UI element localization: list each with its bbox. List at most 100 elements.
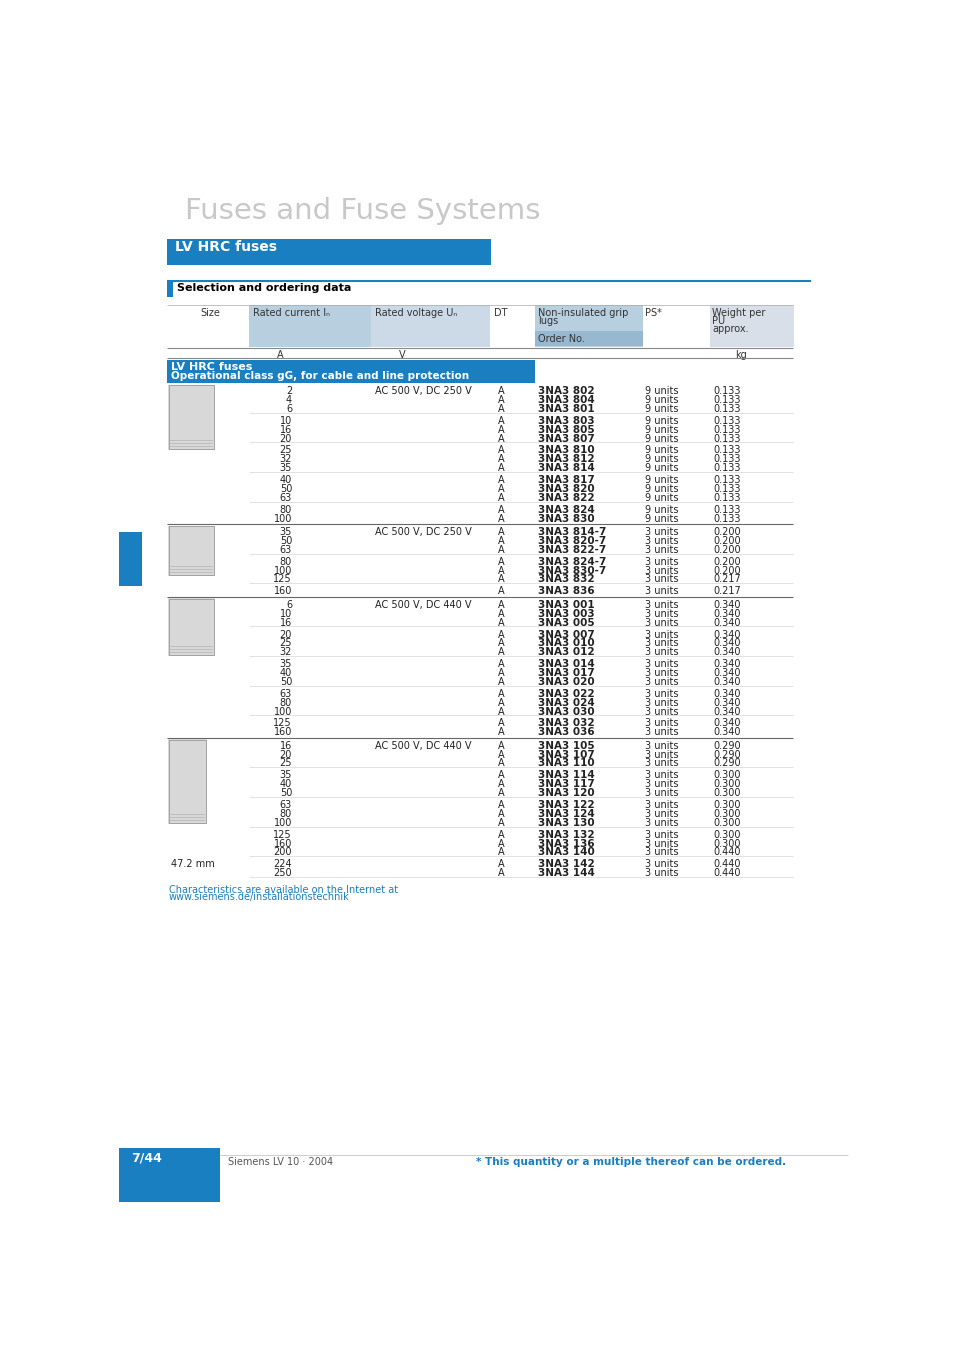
Text: 50: 50 bbox=[279, 484, 292, 494]
Text: A: A bbox=[497, 809, 503, 819]
Text: A: A bbox=[497, 800, 503, 811]
Text: 3NA3 814-7: 3NA3 814-7 bbox=[537, 527, 605, 538]
Text: 80: 80 bbox=[279, 505, 292, 515]
Text: 3 units: 3 units bbox=[645, 586, 679, 596]
Text: 0.300: 0.300 bbox=[713, 770, 740, 781]
Text: A: A bbox=[497, 536, 503, 546]
Text: Characteristics are available on the Internet at: Characteristics are available on the Int… bbox=[169, 885, 397, 894]
Text: 250: 250 bbox=[274, 869, 292, 878]
Text: 63: 63 bbox=[279, 800, 292, 811]
Text: 3 units: 3 units bbox=[645, 677, 679, 686]
Text: Order No.: Order No. bbox=[537, 334, 584, 345]
Text: A: A bbox=[497, 566, 503, 576]
Text: A: A bbox=[497, 697, 503, 708]
Text: 3NA3 832: 3NA3 832 bbox=[537, 574, 594, 585]
Text: A: A bbox=[497, 758, 503, 769]
Text: 0.133: 0.133 bbox=[713, 505, 740, 515]
Text: 63: 63 bbox=[279, 544, 292, 555]
Text: 9 units: 9 units bbox=[645, 404, 679, 413]
Text: 3NA3 117: 3NA3 117 bbox=[537, 780, 594, 789]
Text: 3NA3 032: 3NA3 032 bbox=[537, 719, 594, 728]
Text: 100: 100 bbox=[274, 513, 292, 524]
Text: 3NA3 020: 3NA3 020 bbox=[537, 677, 594, 686]
Text: 0.133: 0.133 bbox=[713, 454, 740, 465]
Text: * This quantity or a multiple thereof can be ordered.: * This quantity or a multiple thereof ca… bbox=[476, 1156, 785, 1167]
Text: 25: 25 bbox=[279, 639, 292, 648]
Text: 3NA3 814: 3NA3 814 bbox=[537, 463, 594, 473]
Text: A: A bbox=[497, 574, 503, 585]
Bar bbox=[167, 239, 491, 265]
Text: 3 units: 3 units bbox=[645, 557, 679, 567]
Bar bbox=[249, 304, 371, 347]
Text: PU: PU bbox=[711, 316, 724, 326]
Text: 32: 32 bbox=[279, 454, 292, 465]
Text: 3NA3 824: 3NA3 824 bbox=[537, 505, 594, 515]
Text: 0.133: 0.133 bbox=[713, 404, 740, 413]
Text: A: A bbox=[497, 750, 503, 759]
Text: 0.133: 0.133 bbox=[713, 493, 740, 503]
Text: A: A bbox=[497, 869, 503, 878]
Bar bbox=[709, 304, 793, 347]
Text: 0.300: 0.300 bbox=[713, 817, 740, 828]
Text: 3NA3 007: 3NA3 007 bbox=[537, 630, 594, 639]
Text: 0.133: 0.133 bbox=[713, 513, 740, 524]
Bar bbox=[119, 532, 142, 585]
Text: A: A bbox=[497, 493, 503, 503]
Text: 125: 125 bbox=[274, 830, 292, 840]
Text: 0: 0 bbox=[171, 600, 177, 609]
Text: 35: 35 bbox=[279, 659, 292, 669]
Text: 3NA3 822-7: 3NA3 822-7 bbox=[537, 544, 605, 555]
Bar bbox=[168, 739, 207, 824]
Text: A: A bbox=[497, 505, 503, 515]
Text: LV HRC fuses: LV HRC fuses bbox=[174, 240, 276, 254]
Text: 3 units: 3 units bbox=[645, 788, 679, 798]
Text: A: A bbox=[497, 609, 503, 619]
Text: 9 units: 9 units bbox=[645, 394, 679, 405]
Text: 0.340: 0.340 bbox=[713, 600, 740, 609]
Text: 3 units: 3 units bbox=[645, 600, 679, 609]
Text: 0.340: 0.340 bbox=[713, 719, 740, 728]
Text: 3NA3 107: 3NA3 107 bbox=[537, 750, 594, 759]
Text: 000: 000 bbox=[171, 386, 190, 396]
Text: A: A bbox=[277, 350, 283, 359]
Bar bbox=[169, 527, 213, 574]
Text: 9 units: 9 units bbox=[645, 513, 679, 524]
Text: 3 units: 3 units bbox=[645, 689, 679, 698]
Text: 0.300: 0.300 bbox=[713, 800, 740, 811]
Text: A: A bbox=[497, 689, 503, 698]
Text: 3NA3 801: 3NA3 801 bbox=[537, 404, 594, 413]
Text: 1: 1 bbox=[171, 740, 177, 751]
Text: 0.133: 0.133 bbox=[713, 416, 740, 426]
Text: Rated voltage Uₙ: Rated voltage Uₙ bbox=[375, 308, 456, 319]
Text: 3NA3 830-7: 3NA3 830-7 bbox=[537, 566, 605, 576]
Text: 4: 4 bbox=[286, 394, 292, 405]
Text: A: A bbox=[497, 416, 503, 426]
Text: 3 units: 3 units bbox=[645, 727, 679, 738]
Text: A: A bbox=[497, 780, 503, 789]
Text: 80: 80 bbox=[279, 697, 292, 708]
Text: 3NA3 807: 3NA3 807 bbox=[537, 434, 594, 443]
Text: A: A bbox=[497, 513, 503, 524]
Text: 3 units: 3 units bbox=[645, 667, 679, 678]
Text: 3NA3 012: 3NA3 012 bbox=[537, 647, 594, 657]
Text: 3 units: 3 units bbox=[645, 527, 679, 538]
Text: 3 units: 3 units bbox=[645, 630, 679, 639]
Text: 3NA3 817: 3NA3 817 bbox=[537, 476, 594, 485]
Text: A: A bbox=[497, 659, 503, 669]
Text: 3 units: 3 units bbox=[645, 659, 679, 669]
Bar bbox=[535, 304, 642, 347]
Text: 0.340: 0.340 bbox=[713, 689, 740, 698]
Text: A: A bbox=[497, 639, 503, 648]
Text: A: A bbox=[497, 817, 503, 828]
Text: 3NA3 030: 3NA3 030 bbox=[537, 707, 594, 716]
Bar bbox=[169, 598, 213, 655]
Text: 0.200: 0.200 bbox=[713, 557, 740, 567]
Text: 3NA3 114: 3NA3 114 bbox=[537, 770, 594, 781]
Text: 6: 6 bbox=[286, 404, 292, 413]
Text: 3NA3 124: 3NA3 124 bbox=[537, 809, 594, 819]
Text: 3NA3 105: 3NA3 105 bbox=[537, 740, 594, 751]
Text: A: A bbox=[497, 394, 503, 405]
Text: A: A bbox=[497, 830, 503, 840]
Text: 9 units: 9 units bbox=[645, 505, 679, 515]
Text: 16: 16 bbox=[279, 424, 292, 435]
